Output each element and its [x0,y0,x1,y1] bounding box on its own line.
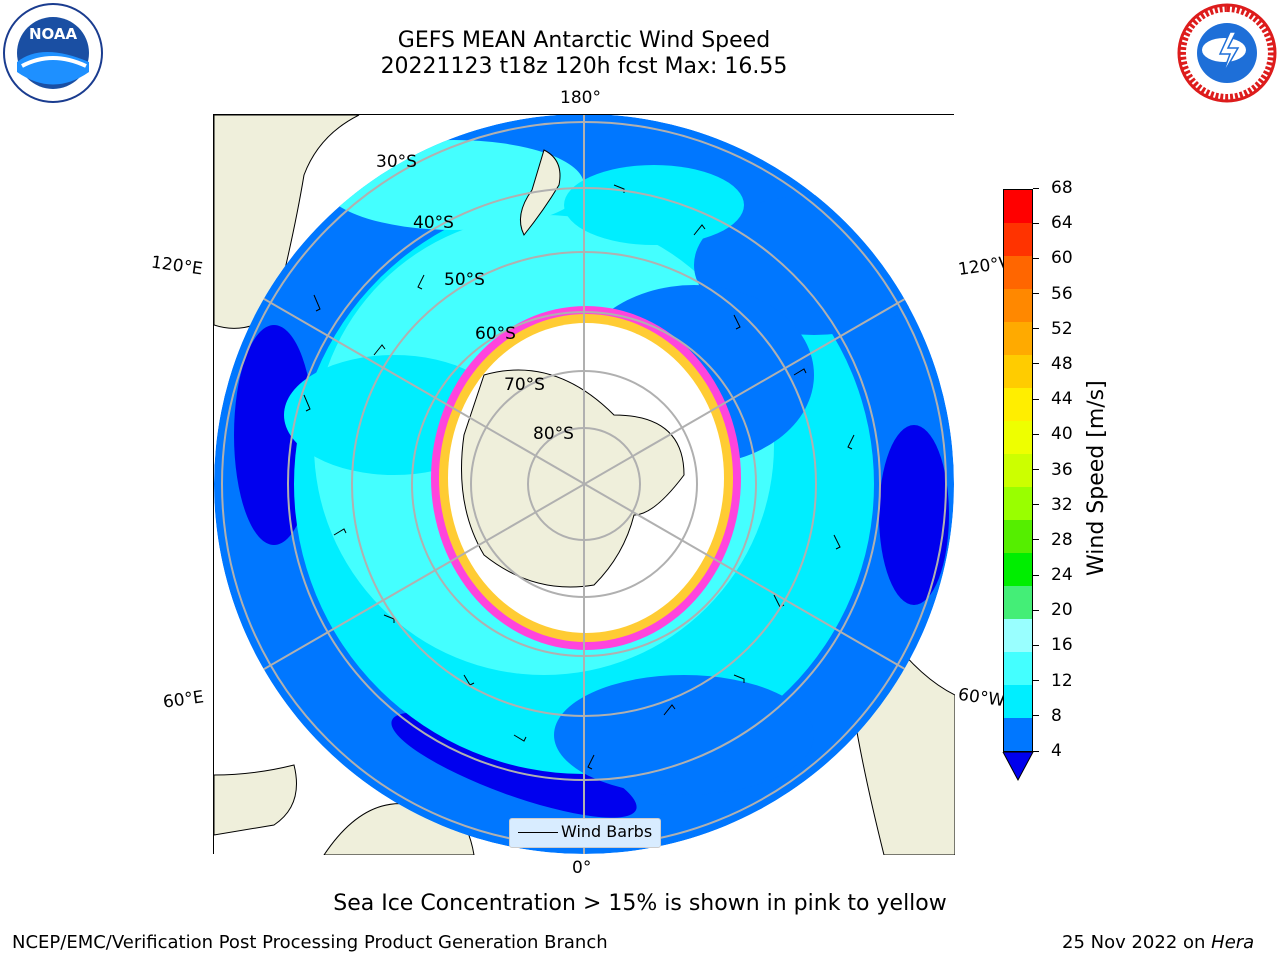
colorbar-cell [1004,223,1032,256]
antarctica-land [461,369,685,588]
noaa-logo-text: NOAA [29,25,78,43]
colorbar-tick-label: 44 [1051,389,1073,410]
colorbar-ticks: 68 64 60 56 52 48 44 40 36 32 28 24 20 16 12 8 4 [1033,178,1093,780]
colorbar-tick: 48 [1033,354,1073,374]
colorbar-tick-label: 36 [1051,459,1073,480]
longitude-grid [214,114,954,854]
map-frame [213,114,956,856]
footer-machine: Hera [1211,932,1255,953]
new-zealand-land [519,149,561,236]
colorbar-cell [1004,190,1032,223]
colorbar-min-arrow [1002,752,1034,782]
colorbar-tick: 32 [1033,495,1073,515]
colorbar-cell [1004,256,1032,289]
footer-credit: NCEP/EMC/Verification Post Processing Pr… [12,932,608,953]
colorbar-cell [1004,586,1032,619]
sea-ice-caption: Sea Ice Concentration > 15% is shown in … [333,891,947,916]
lon-label-right-bottom: 60°W [956,684,1007,712]
colorbar-cell [1004,553,1032,586]
colorbar-cell [1004,421,1032,454]
lon-label-bottom: 0° [572,858,592,878]
colorbar-cell [1004,619,1032,652]
lat-label-70s: 70°S [504,375,545,395]
colorbar-cell [1004,388,1032,421]
colorbar-tick-label: 28 [1051,529,1073,550]
lon-label-left-top: 120°E [149,252,204,280]
colorbar-tick-label: 68 [1051,178,1073,198]
colorbar-tick: 16 [1033,635,1073,655]
colorbar-tick-label: 20 [1051,600,1073,621]
colorbar-tick: 12 [1033,671,1073,691]
polar-map [213,114,956,856]
lon-label-top: 180° [560,88,601,108]
colorbar-tick-label: 48 [1051,353,1073,374]
wind-min-patch-east [879,425,949,605]
colorbar-cell [1004,289,1032,322]
madagascar-land [213,764,297,836]
legend-label: Wind Barbs [561,822,653,841]
colorbar-tick: 60 [1033,248,1073,268]
colorbar-tick-label: 40 [1051,424,1073,445]
colorbar-tick-label: 8 [1051,705,1062,726]
nws-logo [1176,2,1278,104]
chart-subtitle: 20221123 t18z 120h fcst Max: 16.55 [380,54,788,79]
colorbar-tick: 40 [1033,424,1073,444]
colorbar-tick-label: 60 [1051,248,1073,269]
colorbar-cell [1004,718,1032,751]
colorbar-tick: 8 [1033,706,1062,726]
colorbar-tick: 36 [1033,460,1073,480]
colorbar-tick-label: 64 [1051,213,1073,234]
colorbar-tick: 56 [1033,284,1073,304]
wind-barbs [303,184,855,770]
noaa-logo: NOAA [2,2,104,104]
colorbar-cell [1004,685,1032,718]
colorbar-tick-label: 12 [1051,670,1073,691]
colorbar [1003,189,1033,752]
colorbar-cell [1004,322,1032,355]
colorbar-cell [1004,454,1032,487]
lat-label-40s: 40°S [413,213,454,233]
colorbar-tick-label: 32 [1051,494,1073,515]
colorbar-tick: 68 [1033,178,1073,198]
wind-min-patch-west [234,325,314,545]
footer-date: 25 Nov 2022 on Hera [1062,932,1254,953]
colorbar-cell [1004,487,1032,520]
colorbar-tick: 28 [1033,530,1073,550]
colorbar-cell [1004,652,1032,685]
colorbar-tick: 24 [1033,565,1073,585]
lat-label-50s: 50°S [444,270,485,290]
colorbar-tick: 20 [1033,600,1073,620]
lat-label-60s: 60°S [475,324,516,344]
chart-title: GEFS MEAN Antarctic Wind Speed [397,28,771,53]
colorbar-tick: 4 [1033,741,1062,761]
australia-land [213,114,360,329]
colorbar-cell [1004,520,1032,553]
colorbar-cell [1004,355,1032,388]
colorbar-tick-label: 52 [1051,318,1073,339]
colorbar-tick-label: 4 [1051,741,1062,761]
colorbar-tick: 44 [1033,389,1073,409]
lat-label-30s: 30°S [376,152,417,172]
colorbar-tick-label: 56 [1051,283,1073,304]
map-legend: Wind Barbs [509,818,661,848]
lon-label-left-bottom: 60°E [161,687,206,713]
colorbar-tick-label: 24 [1051,565,1073,586]
wind-barb-line-icon [518,832,558,833]
colorbar-label: Wind Speed [m/s] [1084,380,1109,576]
colorbar-tick: 52 [1033,319,1073,339]
colorbar-tick: 64 [1033,213,1073,233]
lat-label-80s: 80°S [533,424,574,444]
footer-date-text: 25 Nov 2022 on [1062,932,1212,953]
colorbar-tick-label: 16 [1051,635,1073,656]
